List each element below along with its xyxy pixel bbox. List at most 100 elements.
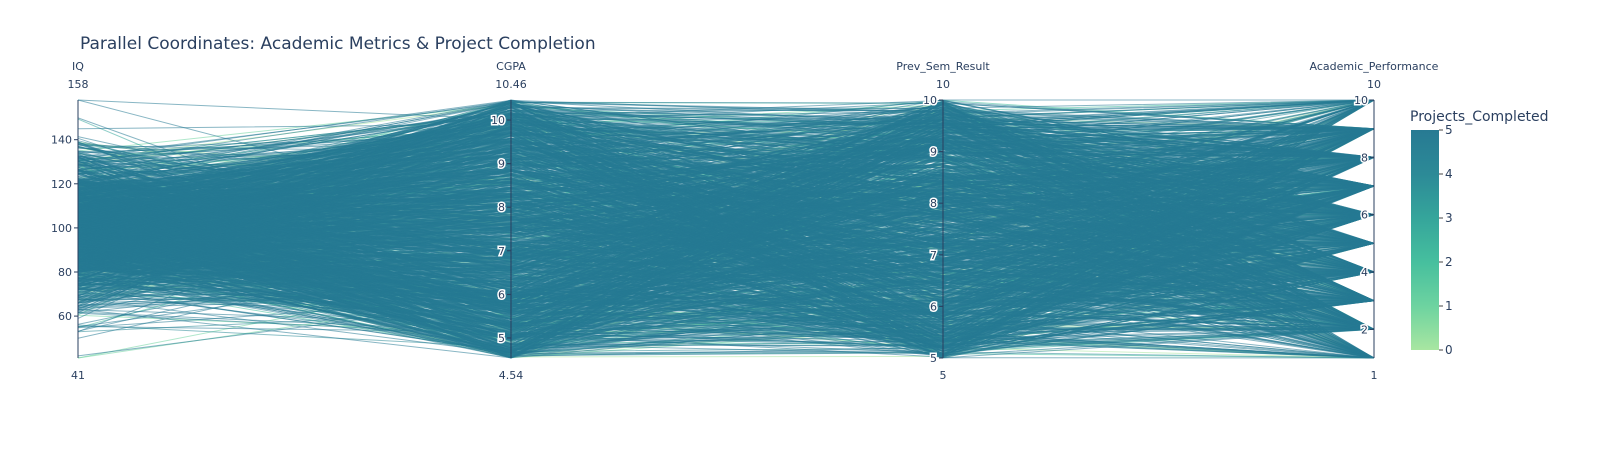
data-polyline (77, 137, 1375, 303)
axis-range-max-label: 10 (1367, 78, 1381, 91)
axis-label: CGPA (496, 60, 526, 73)
data-polyline (77, 156, 1375, 331)
data-polyline (77, 121, 1375, 330)
chart-title: Parallel Coordinates: Academic Metrics &… (80, 34, 596, 54)
axis-range-min-label: 4.54 (499, 369, 524, 382)
data-polyline (77, 113, 1375, 302)
data-polyline (77, 122, 1375, 273)
data-polyline (77, 207, 1375, 311)
data-polyline (77, 195, 1375, 277)
axis-tick-label: 140 (51, 134, 72, 147)
axis-tick-label: 4 (1361, 266, 1368, 279)
axis-tick-label: 100 (51, 222, 72, 235)
data-polyline (77, 114, 1375, 279)
axis-iq[interactable]: IQ 158 41 60 80 100 120 140 (51, 60, 89, 382)
axis-range-min-label: 5 (940, 369, 947, 382)
axis-tick-label: 7 (498, 245, 505, 258)
data-polyline (77, 208, 1375, 356)
axis-tick-label: 8 (498, 201, 505, 214)
colorbar: Projects_Completed 0 1 2 3 4 5 (1410, 109, 1549, 357)
data-polyline (77, 114, 1375, 303)
axis-tick-label: 80 (58, 266, 72, 279)
axis-label: Academic_Performance (1310, 60, 1439, 73)
data-polyline (77, 103, 1375, 216)
axis-tick-label: 10 (491, 114, 505, 127)
axis-cgpa[interactable]: CGPA 10.46 4.54 5 6 7 8 9 10 (490, 60, 527, 382)
data-polyline (77, 113, 1375, 158)
data-polyline (77, 188, 1375, 281)
colorbar-tick-label: 5 (1445, 123, 1453, 137)
polylines-layer (77, 99, 1375, 359)
colorbar-title: Projects_Completed (1410, 109, 1549, 125)
data-polyline (77, 128, 1375, 263)
axis-range-max-label: 10.46 (495, 78, 527, 91)
data-polyline (77, 169, 1375, 289)
data-polyline (77, 128, 1375, 318)
axis-tick-label: 5 (930, 352, 937, 365)
data-polyline (77, 173, 1375, 295)
axis-tick-label: 60 (58, 310, 72, 323)
axis-tick-label: 6 (498, 288, 505, 301)
axis-range-min-label: 1 (1371, 369, 1378, 382)
data-polyline (77, 120, 1375, 302)
data-polyline (77, 114, 1375, 303)
axis-label: IQ (72, 60, 84, 73)
axis-label: Prev_Sem_Result (896, 60, 990, 73)
data-polyline (77, 280, 1375, 332)
data-polyline (77, 127, 1375, 244)
data-polyline (77, 252, 1375, 359)
data-polyline (77, 140, 1375, 319)
data-polyline (77, 124, 1375, 207)
axis-tick-label: 10 (923, 94, 937, 107)
axis-tick-label: 9 (498, 158, 505, 171)
axis-range-max-label: 158 (68, 78, 89, 91)
data-polyline (77, 128, 1375, 235)
data-polyline (77, 156, 1375, 240)
data-polyline (77, 204, 1375, 297)
data-polyline (77, 159, 1375, 347)
axis-prev-sem-result[interactable]: Prev_Sem_Result 10 55 6 7 8 9 10 (896, 60, 990, 382)
data-polyline (77, 101, 1375, 330)
axis-tick-label: 8 (1361, 151, 1368, 164)
data-polyline (77, 185, 1375, 216)
data-polyline (77, 256, 1375, 308)
axis-tick-label: 2 (1361, 323, 1368, 336)
data-polyline (77, 113, 1375, 307)
data-polyline (77, 185, 1375, 285)
axis-tick-label: 7 (930, 249, 937, 262)
data-polyline (77, 202, 1375, 359)
data-polyline (77, 105, 1375, 273)
data-polyline (77, 141, 1375, 296)
axis-academic-performance[interactable]: Academic_Performance 10 1 2 4 6 8 10 (1310, 60, 1439, 382)
axis-tick-label: 5 (498, 332, 505, 345)
data-polyline (77, 185, 1375, 336)
data-polyline (77, 122, 1375, 209)
colorbar-tick-label: 0 (1445, 343, 1453, 357)
axis-range-min-label: 41 (71, 369, 85, 382)
data-polyline (77, 156, 1375, 343)
axis-tick-label: 8 (930, 197, 937, 210)
data-polyline (77, 156, 1375, 283)
data-polyline (77, 194, 1375, 359)
data-polyline (77, 197, 1375, 330)
data-polyline (77, 141, 1375, 359)
data-polyline (77, 230, 1375, 330)
axis-tick-label: 6 (930, 300, 937, 313)
data-polyline (77, 214, 1375, 236)
data-polyline (77, 240, 1375, 334)
data-polyline (77, 142, 1375, 320)
axis-range-max-label: 10 (936, 78, 950, 91)
data-polyline (77, 118, 1375, 273)
data-polyline (77, 120, 1375, 289)
axes-layer: IQ158416080100120140CGPA10.464.545678910… (51, 60, 1439, 382)
data-polyline (77, 128, 1375, 353)
data-polyline (77, 118, 1375, 273)
data-polyline (77, 196, 1375, 302)
colorbar-tick-label: 1 (1445, 299, 1453, 313)
data-polyline (77, 185, 1375, 357)
data-polyline (77, 117, 1375, 302)
data-polyline (77, 122, 1375, 235)
data-polyline (77, 110, 1375, 225)
